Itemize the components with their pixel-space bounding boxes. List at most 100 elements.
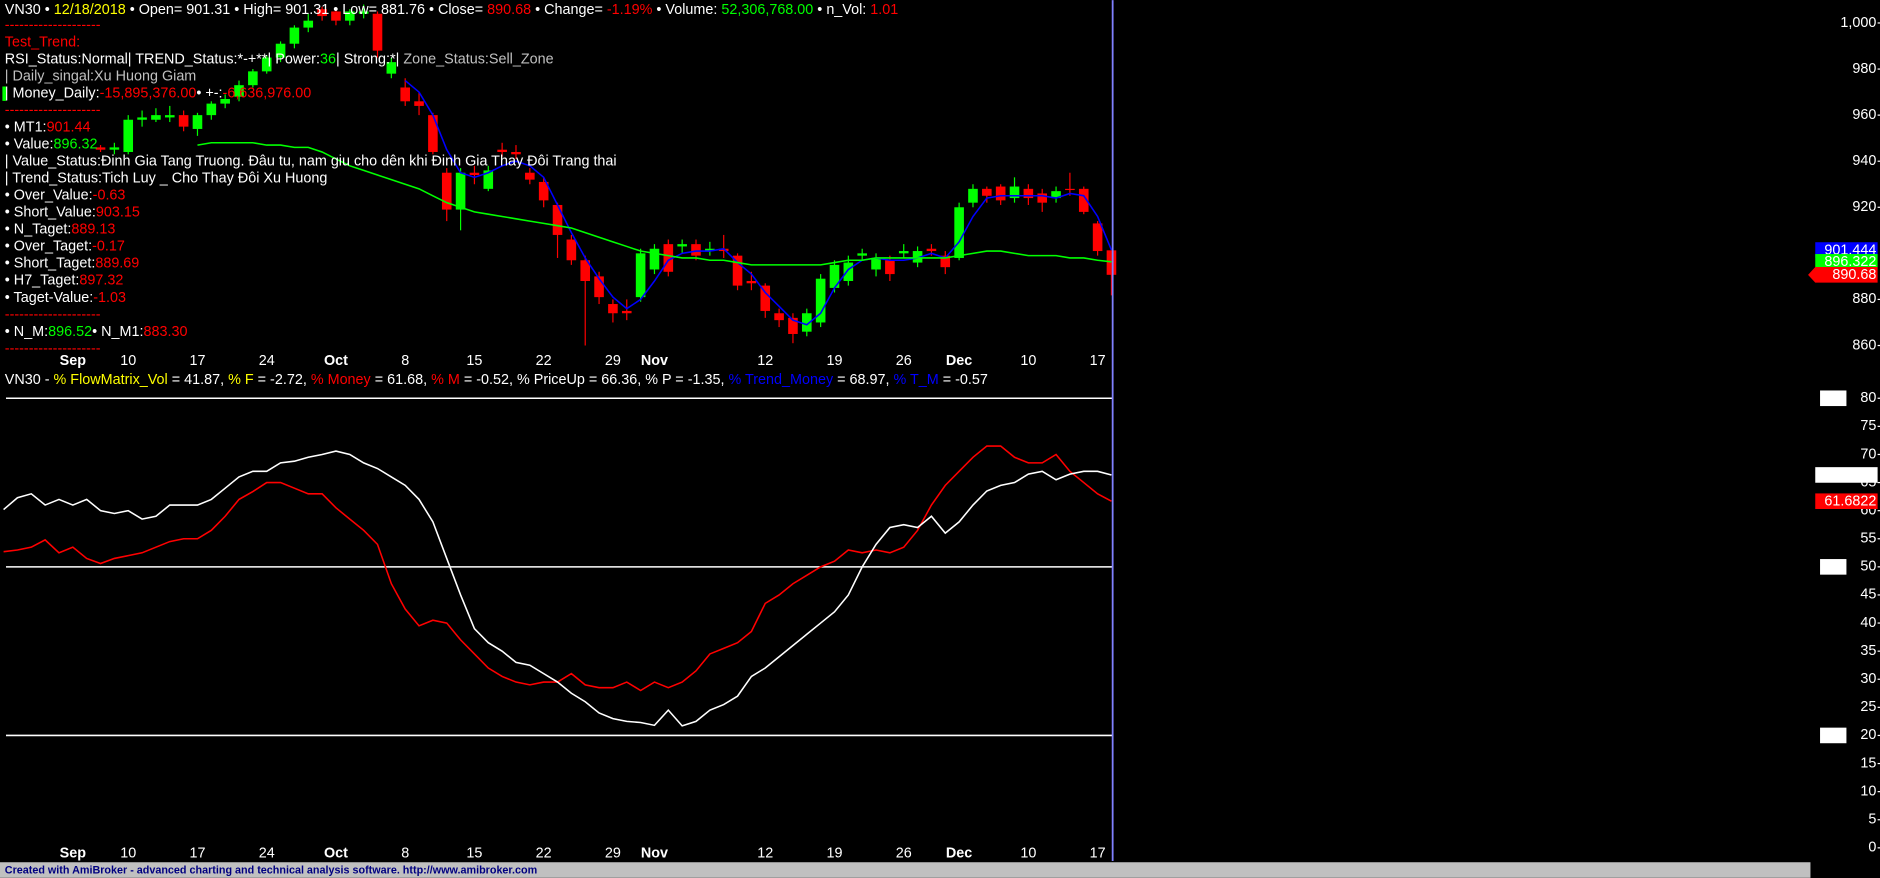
x-tick-label: Sep — [60, 353, 87, 369]
annotation-line: -------------------- — [5, 102, 101, 118]
value-flag — [1808, 267, 1878, 283]
x-tick-label: 24 — [259, 846, 275, 862]
y-tick-label: 860 — [1852, 337, 1876, 353]
x-tick-label: 8 — [401, 846, 409, 862]
candle-body — [871, 257, 881, 270]
text-segment: = 61.68, — [371, 372, 431, 388]
candle-body — [774, 313, 784, 321]
y-tick-label: 80 — [1860, 390, 1876, 406]
text-segment: • N_M1: — [92, 324, 143, 340]
candle-body — [497, 149, 507, 152]
candle-body — [441, 172, 452, 210]
candle-body — [483, 170, 494, 189]
x-tick-label: 22 — [536, 846, 552, 862]
annotation-line: • MT1:901.44 — [5, 119, 91, 135]
text-segment: VN30 • — [5, 2, 54, 18]
x-tick-label: 12 — [757, 353, 773, 369]
text-segment: • MT1: — [5, 119, 47, 135]
candle-body — [732, 255, 743, 286]
text-segment: • Short_Value: — [5, 204, 96, 220]
y-tick-label: 920 — [1852, 199, 1876, 215]
x-tick-label: 15 — [466, 846, 482, 862]
money-marker — [2, 86, 6, 101]
oscillator-line — [3, 450, 1112, 727]
y-tick-label: 25 — [1860, 699, 1876, 715]
text-segment: -0.17 — [92, 238, 125, 254]
value-flag — [1815, 242, 1878, 258]
candle-body — [1065, 188, 1075, 191]
candle-body — [164, 115, 175, 118]
candle-body — [248, 71, 258, 86]
candle-body — [995, 186, 1006, 201]
text-segment: • Taget-Value: — [5, 290, 93, 306]
x-tick-label: Oct — [324, 353, 348, 369]
candle-body — [261, 57, 272, 72]
candle-body — [829, 264, 840, 288]
annotation-line: -------------------- — [5, 17, 101, 33]
text-segment: -0.63 — [93, 187, 126, 203]
text-segment: = 68.97, — [833, 372, 893, 388]
text-segment: -------------------- — [5, 341, 101, 357]
candle-body — [455, 172, 466, 210]
x-tick-label: Dec — [946, 846, 972, 862]
candle-body — [372, 13, 383, 51]
level-box — [1820, 727, 1847, 744]
level-label: 20 — [1825, 728, 1841, 744]
text-segment: 52,306,768.00 — [721, 2, 813, 18]
annotation-line: • Taget-Value:-1.03 — [5, 290, 126, 306]
x-tick-label: 29 — [605, 353, 621, 369]
annotation-line: • Short_Value:903.15 — [5, 204, 140, 220]
candle-body — [386, 62, 397, 74]
candle-body — [192, 115, 203, 129]
annotation-line: | Money_Daily:-15,895,376.00• +-:-6,636,… — [5, 85, 311, 101]
text-segment: VN30 - — [5, 372, 54, 388]
x-tick-label: 12 — [757, 846, 773, 862]
oscillator-panel: 80502005101520253035404550556065707580Se… — [3, 390, 1880, 862]
annotation-line: • Over_Value:-0.63 — [5, 187, 126, 203]
text-segment: | Value_Status:Đinh Gia Tang Truong. Đâu… — [5, 153, 617, 169]
text-segment: 890.68 — [487, 2, 531, 18]
y-tick-label: 30 — [1860, 671, 1876, 687]
annotation-line: • N_Taget:889.13 — [5, 221, 116, 237]
value-flag — [1815, 467, 1878, 483]
y-tick-label: 35 — [1860, 643, 1876, 659]
x-tick-label: Dec — [946, 353, 972, 369]
text-segment: • Over_Taget: — [5, 238, 92, 254]
text-segment: 883.30 — [144, 324, 188, 340]
x-tick-label: 19 — [826, 846, 842, 862]
text-segment: 1.01 — [870, 2, 898, 18]
text-segment: • Open= 901.31 • High= 901.31 • Low= 881… — [126, 2, 487, 18]
y-tick-label: 5 — [1868, 812, 1876, 828]
level-box — [1820, 559, 1847, 575]
footer-bar — [0, 862, 1811, 878]
y-tick-label: 50 — [1860, 559, 1876, 575]
price-panel: 1,000 980 960 940 920 880 860 Sep 10 17 24 Oct 8 15 22… — [60, 4, 1880, 369]
text-segment: % FlowMatrix_Vol — [54, 372, 168, 388]
text-segment: 36 — [320, 51, 336, 67]
x-tick-label: Oct — [324, 846, 348, 862]
text-segment: % M — [431, 372, 460, 388]
text-segment: = -0.52, % PriceUp = 66.36, % P = -1.35, — [460, 372, 729, 388]
level-box — [1820, 390, 1847, 407]
x-tick-label: 17 — [189, 846, 205, 862]
text-segment: -15,895,376.00 — [100, 85, 197, 101]
candle-body — [649, 248, 660, 270]
y-tick-label: 960 — [1852, 107, 1876, 123]
level-label: 50 — [1825, 559, 1841, 575]
text-segment: 903.15 — [96, 204, 140, 220]
x-tick-label: 15 — [466, 353, 482, 369]
candle-body — [912, 251, 923, 263]
candle-body — [940, 255, 951, 268]
candle-body — [178, 115, 189, 127]
y-tick-label: 980 — [1852, 61, 1876, 77]
chart-header: VN30 • 12/18/2018 • Open= 901.31 • High=… — [5, 2, 898, 18]
candle-body — [137, 117, 147, 120]
y-tick-label: 880 — [1852, 291, 1876, 307]
candle-body — [635, 253, 646, 298]
candle-body — [926, 248, 937, 252]
candle-body — [275, 43, 286, 58]
candle-body — [1023, 188, 1034, 199]
candle-body — [109, 147, 120, 150]
x-tick-label: 29 — [605, 846, 621, 862]
